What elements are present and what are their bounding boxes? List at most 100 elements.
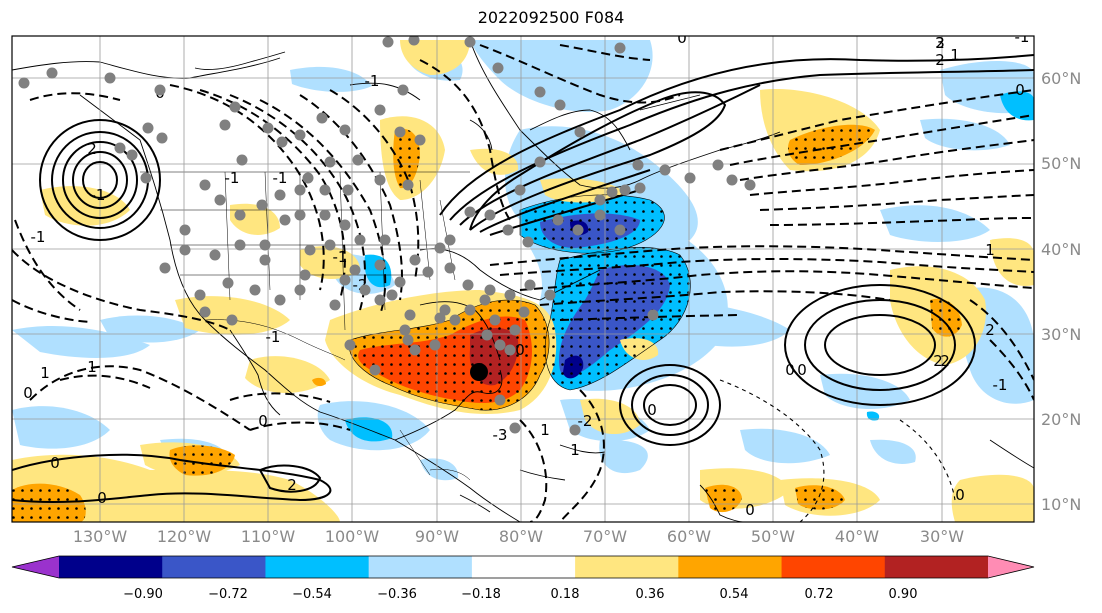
observation-dot [294, 129, 306, 141]
observation-dot [434, 312, 446, 324]
observation-dot [544, 289, 556, 301]
contour-label: 1 [87, 358, 97, 376]
contour-label: 2 [287, 476, 297, 494]
observation-dot [229, 101, 241, 113]
observation-dot [194, 289, 206, 301]
observation-dot [504, 344, 516, 356]
contour-label: 1 [540, 421, 550, 439]
observation-dot [481, 329, 493, 341]
observation-dot [339, 274, 351, 286]
lat-label-60: 60°N [1041, 69, 1081, 88]
observation-dot [352, 154, 364, 166]
observation-dot [386, 289, 398, 301]
contour-label: 0 [955, 486, 965, 504]
observation-dot [509, 422, 521, 434]
observation-dot [632, 159, 644, 171]
cb-tick-8: 0.54 [720, 587, 749, 602]
observation-dot [684, 172, 696, 184]
observation-dot [209, 249, 221, 261]
observation-dot [18, 77, 30, 89]
observation-dot [329, 299, 341, 311]
observation-dot [304, 244, 316, 256]
colorbar-bin [265, 556, 370, 578]
contour-label: 1 [570, 441, 580, 459]
observation-dot [449, 314, 461, 326]
observation-dot [374, 259, 386, 271]
observation-dot [524, 279, 536, 291]
observation-dot [494, 339, 506, 351]
negative-contours [12, 44, 1034, 522]
observation-dot [408, 36, 420, 46]
observation-dot [422, 266, 434, 278]
contour-label: 0 [515, 341, 525, 359]
contour-label: 0 [647, 401, 657, 419]
observation-dot [234, 239, 246, 251]
observation-dot [594, 194, 606, 206]
colorbar-bin [368, 556, 473, 578]
observation-dot [259, 239, 271, 251]
observation-dot [409, 254, 421, 266]
observation-dot [444, 234, 456, 246]
contour-label: -1 [225, 169, 240, 187]
political-borders [140, 171, 471, 481]
lon-label-130: 130°W [73, 527, 128, 546]
observation-dot [236, 154, 248, 166]
contour-label: -1 [365, 72, 380, 90]
contour-label: 0 [97, 489, 107, 507]
cb-tick-2: −0.72 [208, 587, 248, 602]
contour-label: 0 [1015, 81, 1025, 99]
figure-title: 2022092500 F084 [477, 8, 625, 27]
observation-dot [504, 289, 516, 301]
observation-dot [294, 284, 306, 296]
observation-dot [409, 344, 421, 356]
contour-label: 0 [677, 29, 687, 47]
observation-dot [379, 234, 391, 246]
observation-dot [534, 86, 546, 98]
contour-label: 2 [933, 352, 943, 370]
observation-dot [414, 134, 426, 146]
observation-dot [402, 179, 414, 191]
contour-label: 2 [940, 352, 950, 370]
observation-dot [140, 172, 152, 184]
observation-dot [509, 324, 521, 336]
cb-tick-1: −0.90 [123, 587, 163, 602]
observation-dot [606, 186, 618, 198]
contour-label: 0 [797, 361, 807, 379]
lon-label-30: 30°W [920, 527, 964, 546]
observation-dot [259, 254, 271, 266]
observation-dot [319, 184, 331, 196]
observation-dot [344, 339, 356, 351]
observation-dot [502, 224, 514, 236]
observation-dot [514, 184, 526, 196]
observation-dot [349, 264, 361, 276]
observation-dot [489, 314, 501, 326]
contour-label: -1 [266, 328, 281, 346]
contour-label: 2 [985, 321, 995, 339]
observation-dot [554, 99, 566, 111]
observation-dot [249, 284, 261, 296]
observation-dot [712, 159, 724, 171]
observation-dot [382, 36, 394, 48]
contour-label: 0 [745, 501, 755, 519]
colorbar-bin [59, 556, 163, 578]
colorbar-bin [781, 556, 886, 578]
cb-tick-4: −0.36 [377, 587, 417, 602]
observation-dot [342, 184, 354, 196]
observation-dot [279, 214, 291, 226]
lat-label-10: 10°N [1041, 495, 1081, 514]
observation-dot [262, 122, 274, 134]
observation-dot [226, 314, 238, 326]
positive-contours [12, 54, 1034, 504]
observation-dot [439, 304, 451, 316]
observation-dot [479, 294, 491, 306]
observation-dot [619, 184, 631, 196]
observation-dot [404, 309, 416, 321]
zero-contours [719, 379, 956, 522]
lat-label-30: 30°N [1041, 325, 1081, 344]
colorbar-outline [11, 555, 1035, 579]
observation-dot [647, 309, 659, 321]
colorbar-bin [471, 556, 576, 578]
observation-dot [199, 306, 211, 318]
observation-dot [634, 182, 646, 194]
observation-dot [159, 262, 171, 274]
